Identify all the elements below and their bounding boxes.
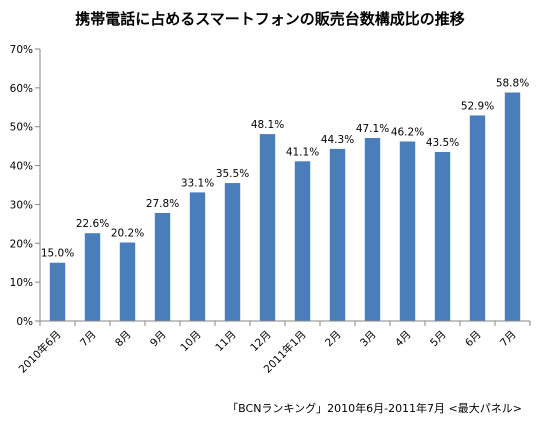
bar (259, 134, 276, 321)
x-tick-label: 9月 (148, 329, 169, 350)
data-label: 27.8% (146, 198, 179, 210)
y-tick-label: 60% (10, 83, 33, 95)
data-label: 43.5% (426, 137, 459, 149)
y-tick-label: 30% (10, 199, 33, 211)
bar (329, 148, 346, 321)
data-label: 41.1% (286, 146, 319, 158)
data-label: 52.9% (461, 100, 494, 112)
data-label: 22.6% (76, 218, 109, 230)
x-tick-label: 2010年6月 (16, 328, 64, 376)
x-tick-label: 8月 (113, 329, 134, 350)
bar (119, 242, 136, 321)
chart-title: 携帯電話に占めるスマートフォンの販売台数構成比の推移 (75, 10, 465, 28)
x-tick-label: 10月 (178, 329, 203, 354)
y-axis: 0% 10% 20% 30% 40% 50% 60% 70% (10, 44, 41, 328)
bar (224, 183, 241, 321)
data-label: 47.1% (356, 123, 389, 135)
data-label: 46.2% (391, 126, 424, 138)
y-tick-label: 10% (10, 277, 33, 289)
bar (399, 141, 416, 321)
x-tick-label: 7月 (498, 329, 519, 350)
x-tick-label: 4月 (393, 329, 414, 350)
data-label: 20.2% (111, 228, 144, 240)
x-tick-label: 5月 (428, 329, 449, 350)
data-label: 35.5% (216, 168, 249, 180)
x-tick-label: 7月 (78, 329, 99, 350)
y-tick-label: 50% (10, 122, 33, 134)
bar (84, 233, 101, 321)
bar (294, 161, 311, 321)
data-label: 33.1% (181, 177, 214, 189)
bar (189, 192, 206, 321)
bar (364, 137, 381, 321)
bar (504, 92, 521, 322)
x-tick-label: 2月 (323, 329, 344, 350)
source-note: 「BCNランキング」2010年6月-2011年7月 <最大パネル> (227, 401, 522, 415)
bar (434, 151, 451, 321)
data-label: 58.8% (496, 78, 529, 90)
x-tick-label: 11月 (213, 329, 238, 354)
data-labels: 15.0% 22.6%20.2% 27.8%33.1%35.5% 48.1% 41.1%… (41, 78, 529, 260)
y-tick-label: 70% (10, 44, 33, 56)
x-tick-label: 3月 (358, 329, 379, 350)
bar (154, 212, 171, 321)
bar (469, 115, 486, 322)
data-label: 48.1% (251, 119, 284, 131)
bar (49, 262, 66, 321)
x-tick-label: 12月 (248, 329, 273, 354)
data-label: 15.0% (41, 248, 74, 260)
y-tick-label: 0% (16, 316, 33, 328)
y-tick-label: 40% (10, 161, 33, 173)
data-label: 44.3% (321, 134, 354, 146)
y-tick-label: 20% (10, 238, 33, 250)
bars (49, 92, 521, 322)
x-tick-label: 6月 (463, 329, 484, 350)
